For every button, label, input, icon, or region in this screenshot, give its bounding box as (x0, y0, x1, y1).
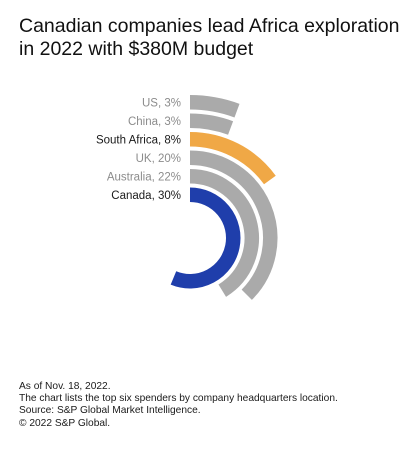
bar-us (189, 95, 240, 118)
label-uk: UK, 20% (136, 153, 181, 165)
footnote-copyright: © 2022 S&P Global. (19, 417, 111, 429)
label-south-africa: South Africa, 8% (96, 134, 181, 146)
bar-australia (189, 169, 259, 297)
label-australia: Australia, 22% (107, 171, 181, 183)
label-china: China, 3% (128, 116, 181, 128)
label-canada: Canada, 30% (111, 190, 181, 202)
bar-china (189, 113, 234, 135)
footnote-date: As of Nov. 18, 2022. (19, 381, 111, 392)
footnote-description: The chart lists the top six spenders by … (19, 393, 338, 405)
footnotes: As of Nov. 18, 2022. The chart lists the… (19, 381, 414, 430)
bar-south-africa (189, 132, 276, 185)
bar-uk (189, 150, 278, 300)
label-us: US, 3% (142, 97, 181, 109)
footnote-source: Source: S&P Global Market Intelligence. (19, 405, 201, 417)
chart-title: Canadian companies lead Africa explorati… (19, 15, 400, 60)
bar-canada (170, 187, 241, 289)
